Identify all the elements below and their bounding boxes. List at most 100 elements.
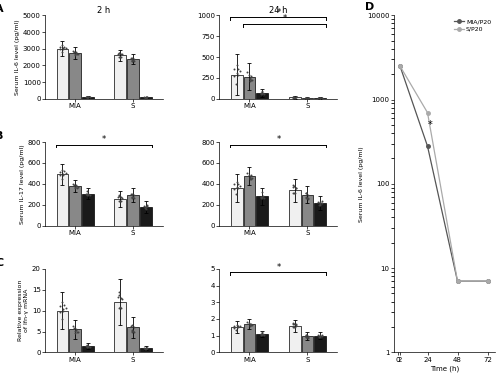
- Point: [143, 345, 151, 351]
- Point: [115, 198, 123, 204]
- Point: [290, 324, 298, 330]
- Point: [302, 95, 310, 101]
- Text: *: *: [276, 135, 280, 144]
- Point: [130, 194, 138, 200]
- Point: [128, 58, 136, 64]
- Point: [116, 292, 124, 298]
- Bar: [56, 311, 68, 352]
- Point: [288, 321, 296, 327]
- Point: [128, 191, 136, 197]
- Point: [141, 346, 149, 352]
- Point: [257, 194, 265, 200]
- Point: [258, 194, 266, 200]
- Point: [83, 344, 91, 350]
- Point: [302, 95, 310, 101]
- Point: [230, 323, 238, 329]
- Point: [84, 191, 92, 197]
- Point: [143, 202, 151, 208]
- Point: [72, 185, 80, 191]
- Point: [128, 193, 136, 200]
- Point: [143, 203, 151, 210]
- Point: [72, 182, 80, 188]
- Title: 24 h: 24 h: [269, 5, 287, 15]
- Point: [316, 334, 324, 340]
- Point: [115, 192, 123, 198]
- Point: [118, 194, 126, 200]
- Point: [118, 195, 126, 201]
- Point: [318, 198, 326, 205]
- Legend: P20, P4, S: P20, P4, S: [404, 17, 431, 47]
- Point: [302, 332, 310, 338]
- Point: [84, 188, 92, 194]
- Point: [290, 95, 298, 101]
- Point: [117, 198, 125, 204]
- Point: [141, 95, 149, 101]
- Point: [74, 329, 82, 335]
- Point: [83, 191, 91, 197]
- Point: [232, 178, 240, 185]
- Point: [290, 94, 298, 100]
- Point: [246, 79, 254, 85]
- Point: [128, 190, 136, 196]
- Point: [318, 95, 326, 101]
- Point: [128, 322, 136, 329]
- Point: [70, 49, 78, 55]
- Bar: [127, 59, 139, 99]
- Bar: [289, 190, 300, 226]
- Point: [257, 331, 265, 337]
- Point: [58, 167, 66, 173]
- Point: [84, 93, 92, 100]
- Point: [257, 332, 265, 338]
- Point: [302, 95, 310, 101]
- Bar: [82, 346, 94, 352]
- Point: [316, 95, 324, 101]
- Point: [258, 90, 266, 96]
- Text: B: B: [0, 131, 4, 141]
- Point: [257, 91, 265, 97]
- Point: [304, 334, 312, 340]
- Point: [257, 194, 265, 200]
- Point: [234, 185, 241, 192]
- Point: [246, 176, 254, 182]
- Point: [83, 94, 91, 100]
- Bar: [114, 302, 126, 352]
- Point: [304, 195, 312, 201]
- Point: [316, 332, 324, 339]
- Point: [232, 321, 240, 327]
- Point: [82, 94, 90, 100]
- Point: [257, 90, 265, 96]
- Text: A: A: [0, 5, 4, 15]
- Point: [302, 334, 310, 340]
- Point: [260, 332, 268, 338]
- Point: [128, 328, 136, 334]
- Text: *: *: [282, 14, 287, 23]
- Point: [234, 181, 242, 187]
- Point: [316, 95, 324, 101]
- Point: [302, 95, 310, 101]
- Point: [128, 195, 136, 201]
- Point: [230, 325, 238, 331]
- Point: [72, 50, 80, 56]
- Point: [84, 343, 92, 349]
- Point: [302, 334, 310, 340]
- Bar: [70, 329, 81, 352]
- Point: [246, 75, 254, 81]
- Bar: [302, 336, 313, 352]
- Point: [58, 49, 66, 55]
- Point: [60, 302, 68, 308]
- Point: [248, 322, 256, 328]
- S/P20: [454, 279, 460, 283]
- Point: [116, 304, 124, 310]
- Point: [292, 95, 300, 101]
- Y-axis label: Serum IL-6 level (pg/ml): Serum IL-6 level (pg/ml): [15, 19, 20, 95]
- Text: C: C: [0, 258, 4, 268]
- Point: [130, 329, 138, 335]
- Point: [292, 321, 300, 327]
- Point: [302, 95, 310, 101]
- Point: [304, 192, 312, 198]
- Y-axis label: Relative expression
of Ifn-γ mRNA: Relative expression of Ifn-γ mRNA: [18, 280, 29, 341]
- Point: [84, 94, 92, 100]
- Point: [316, 334, 324, 340]
- Point: [72, 326, 80, 332]
- Point: [290, 324, 298, 330]
